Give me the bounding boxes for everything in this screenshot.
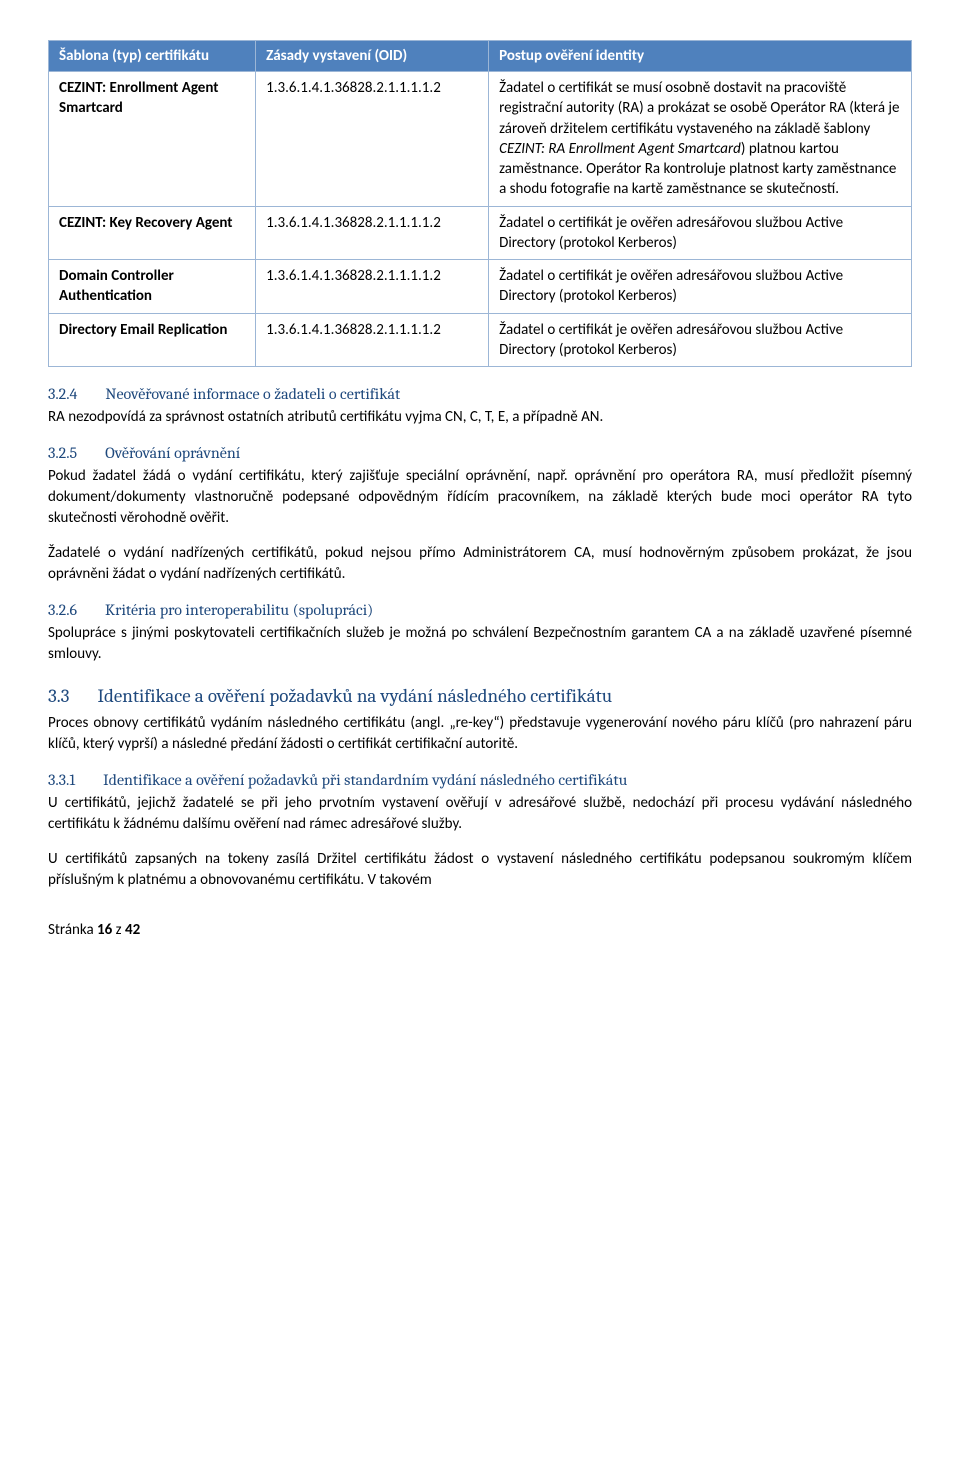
oid-value: 1.3.6.1.4.1.36828.2.1.1.1.1.2 [256,206,489,260]
heading-3-2-5: 3.2.5 Ověřování oprávnění [48,444,912,462]
heading-3-3-1: 3.3.1 Identifikace a ověření požadavků př… [48,771,912,789]
heading-3-2-4: 3.2.4 Neověřované informace o žadateli o … [48,385,912,403]
heading-title: Kritéria pro interoperabilitu (spoluprác… [105,601,373,619]
heading-num: 3.2.4 [48,385,77,403]
heading-3-2-6: 3.2.6 Kritéria pro interoperabilitu (spol… [48,601,912,619]
heading-num: 3.3 [48,685,69,707]
table-row: Domain Controller Authentication 1.3.6.1… [49,260,912,314]
table-header-desc: Postup ověření identity [489,41,912,72]
heading-title: Identifikace a ověření požadavků na vydá… [97,685,612,707]
page-footer: Stránka 16 z 42 [48,921,912,939]
oid-value: 1.3.6.1.4.1.36828.2.1.1.1.1.2 [256,260,489,314]
table-header-oid: Zásady vystavení (OID) [256,41,489,72]
desc-value: Žadatel o certifikát je ověřen adresářov… [489,206,912,260]
footer-mid: z [112,921,125,939]
certificate-table: Šablona (typ) certifikátu Zásady vystave… [48,40,912,367]
template-name: CEZINT: Enrollment Agent Smartcard [59,79,218,117]
paragraph: Žadatelé o vydání nadřízených certifikát… [48,543,912,585]
template-name: Domain Controller Authentication [59,267,174,305]
heading-title: Neověřované informace o žadateli o certi… [105,385,400,403]
footer-page-total: 42 [125,921,140,939]
table-header-row: Šablona (typ) certifikátu Zásady vystave… [49,41,912,72]
table-header-template: Šablona (typ) certifikátu [49,41,256,72]
template-name: Directory Email Replication [59,321,227,339]
paragraph: U certifikátů, jejichž žadatelé se při j… [48,793,912,835]
desc-value: Žadatel o certifikát se musí osobně dost… [489,72,912,207]
table-row: Directory Email Replication 1.3.6.1.4.1.… [49,313,912,367]
template-name: CEZINT: Key Recovery Agent [59,214,233,232]
paragraph: Pokud žadatel žádá o vydání certifikátu,… [48,466,912,529]
footer-pre: Stránka [48,921,97,939]
desc-value: Žadatel o certifikát je ověřen adresářov… [489,313,912,367]
paragraph: Spolupráce s jinými poskytovateli certif… [48,623,912,665]
footer-page-num: 16 [97,921,112,939]
heading-num: 3.2.6 [48,601,77,619]
heading-num: 3.2.5 [48,444,77,462]
table-row: CEZINT: Enrollment Agent Smartcard 1.3.6… [49,72,912,207]
paragraph: U certifikátů zapsaných na tokeny zasílá… [48,849,912,891]
desc-value: Žadatel o certifikát je ověřen adresářov… [489,260,912,314]
oid-value: 1.3.6.1.4.1.36828.2.1.1.1.1.2 [256,313,489,367]
paragraph: Proces obnovy certifikátů vydáním násled… [48,713,912,755]
heading-title: Ověřování oprávnění [105,444,240,462]
paragraph: RA nezodpovídá za správnost ostatních at… [48,407,912,428]
oid-value: 1.3.6.1.4.1.36828.2.1.1.1.1.2 [256,72,489,207]
table-row: CEZINT: Key Recovery Agent 1.3.6.1.4.1.3… [49,206,912,260]
heading-num: 3.3.1 [48,771,75,789]
heading-title: Identifikace a ověření požadavků při sta… [103,771,627,789]
heading-3-3: 3.3 Identifikace a ověření požadavků na v… [48,685,912,707]
